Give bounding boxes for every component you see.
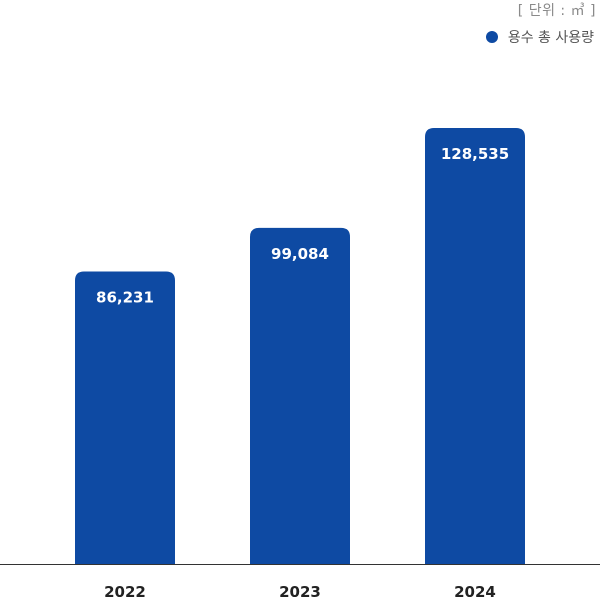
bar-2023	[250, 227, 350, 565]
legend-label: 용수 총 사용량	[507, 30, 594, 46]
bar-2024	[425, 128, 525, 564]
bar-2022	[75, 271, 175, 564]
bar-value-label-2023: 99,084	[271, 245, 329, 263]
x-tick-label-2024: 2024	[454, 583, 496, 600]
x-tick-label-2022: 2022	[104, 583, 146, 600]
legend: 용수 총 사용량	[485, 27, 594, 47]
bar-value-label-2022: 86,231	[96, 288, 154, 306]
bar-value-label-2024: 128,535	[441, 145, 509, 163]
unit-label: [ 단위 : ㎥ ]	[517, 3, 596, 19]
legend-swatch-icon	[485, 31, 498, 43]
x-tick-label-2023: 2023	[279, 583, 321, 600]
